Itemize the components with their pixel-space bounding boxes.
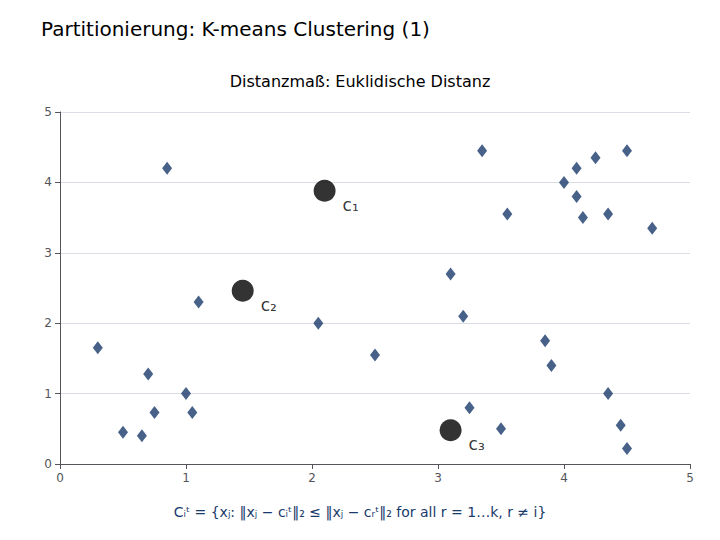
svg-text:2: 2 [44, 316, 52, 330]
svg-text:1: 1 [182, 471, 190, 485]
svg-text:2: 2 [308, 471, 316, 485]
svg-text:Distanzmaß: Euklidische Distan: Distanzmaß: Euklidische Distanz [230, 72, 491, 91]
svg-text:0: 0 [44, 457, 52, 471]
svg-text:c₃: c₃ [469, 434, 485, 454]
svg-text:c₁: c₁ [343, 195, 359, 215]
svg-text:3: 3 [44, 246, 52, 260]
svg-text:Cᵢᵗ = {xⱼ: ‖xⱼ − cᵢᵗ‖₂ ≤ ‖xⱼ −: Cᵢᵗ = {xⱼ: ‖xⱼ − cᵢᵗ‖₂ ≤ ‖xⱼ − cᵣᵗ‖₂ for… [174, 504, 547, 521]
svg-text:1: 1 [44, 387, 52, 401]
svg-text:5: 5 [686, 471, 694, 485]
svg-text:c₂: c₂ [261, 295, 277, 315]
svg-text:4: 4 [44, 175, 52, 189]
svg-text:3: 3 [434, 471, 442, 485]
svg-text:0: 0 [56, 471, 64, 485]
svg-text:5: 5 [44, 105, 52, 119]
svg-text:Partitionierung: K-means Clust: Partitionierung: K-means Clustering (1) [41, 17, 430, 41]
svg-text:4: 4 [560, 471, 568, 485]
